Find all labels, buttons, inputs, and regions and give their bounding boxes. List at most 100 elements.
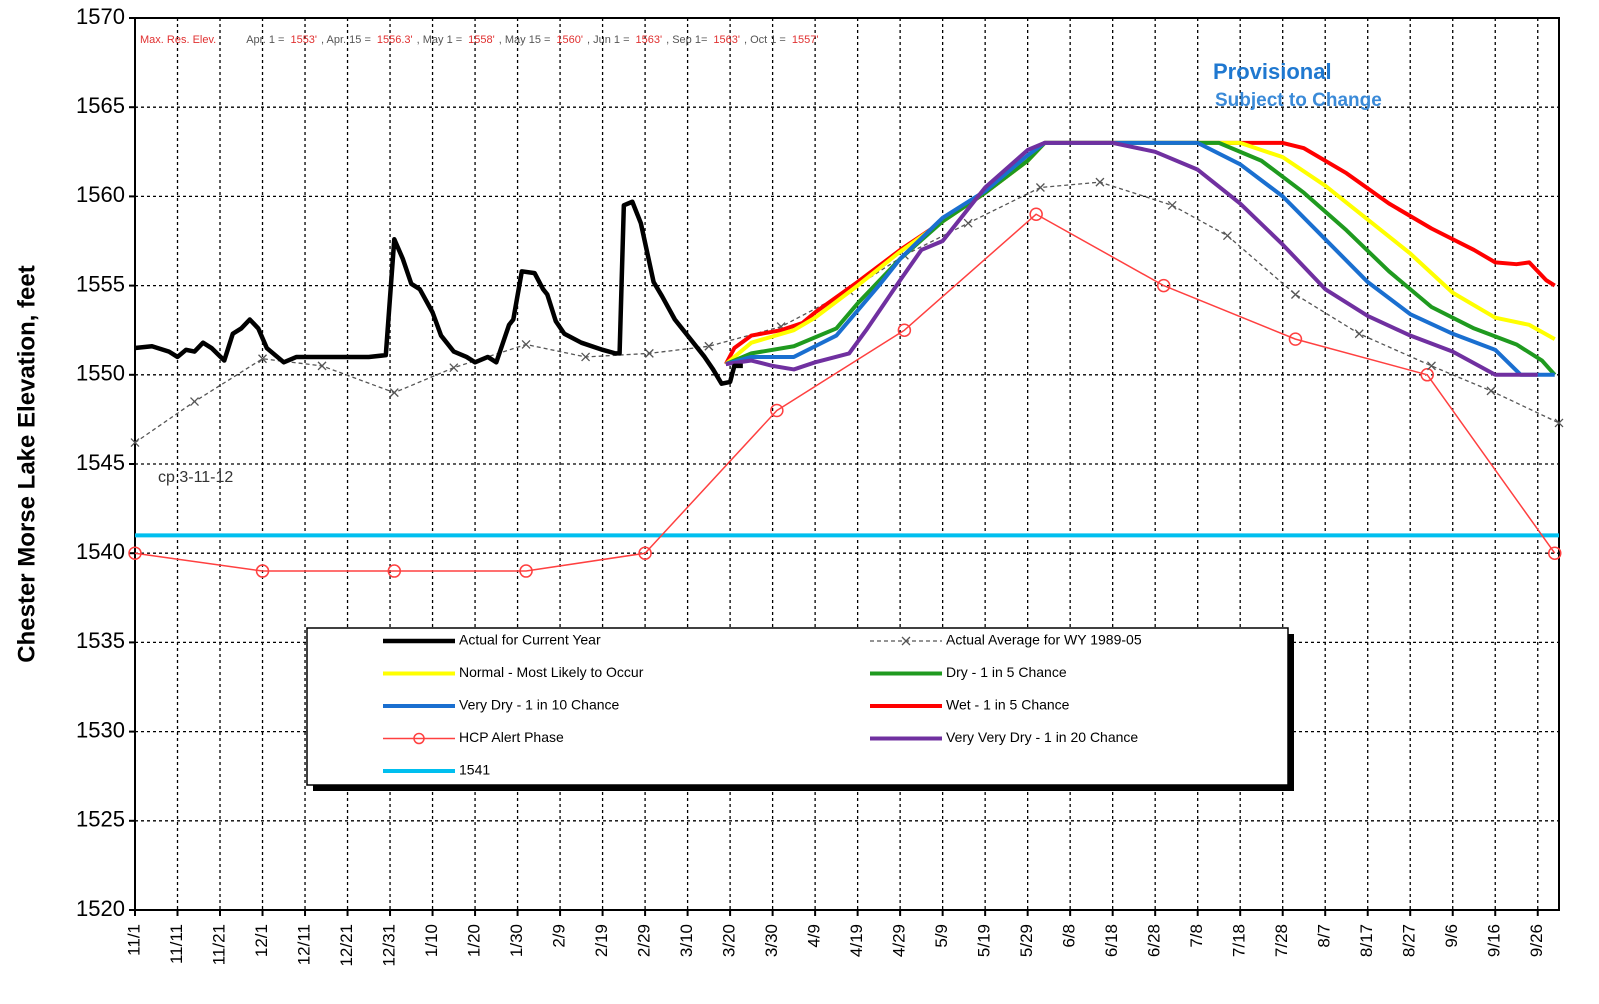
series-line (725, 140, 1538, 377)
legend (306, 627, 1289, 786)
marker (1354, 329, 1364, 339)
x-tick-label: 4/29 (890, 924, 909, 957)
y-tick-label: 1560 (76, 182, 125, 207)
header-part: 1553' (290, 34, 317, 46)
header-part: 1563' (636, 34, 663, 46)
x-tick-label: 1/10 (422, 924, 441, 957)
header-part: , May 15 = (499, 34, 551, 46)
x-tick-label: 9/26 (1527, 924, 1546, 957)
legend-label: Actual Average for WY 1989-05 (946, 632, 1142, 648)
x-tick-label: 2/29 (635, 924, 654, 957)
marker (258, 354, 267, 364)
x-tick-label: 7/28 (1272, 924, 1291, 957)
legend-label: Very Dry - 1 in 10 Chance (459, 697, 620, 713)
marker (519, 564, 533, 578)
marker (1554, 418, 1564, 428)
marker (644, 348, 654, 358)
x-tick-label: 7/8 (1187, 924, 1206, 948)
note: cp 3-11-12 (158, 469, 233, 486)
header-part: 1560' (556, 34, 583, 46)
legend-label: Normal - Most Likely to Occur (459, 664, 644, 680)
x-tick-label: 5/29 (1017, 924, 1036, 957)
legend-label: HCP Alert Phase (459, 729, 564, 745)
header-part: , Jun 1 = (587, 34, 630, 46)
series-line (134, 181, 1560, 444)
marker (1420, 368, 1434, 382)
x-tick-label: 6/8 (1060, 924, 1079, 948)
x-tick-label: 3/20 (720, 924, 739, 957)
marker (1290, 290, 1300, 299)
legend-label: Dry - 1 in 5 Chance (946, 664, 1067, 680)
header-part: 1557' (792, 34, 819, 46)
marker (1547, 546, 1562, 560)
marker (770, 403, 784, 418)
legend-label: Very Very Dry - 1 in 20 Chance (946, 729, 1138, 745)
x-tick-label: 3/10 (677, 924, 696, 957)
x-tick-label: 8/27 (1400, 924, 1419, 957)
series-line (724, 140, 1556, 366)
marker (317, 361, 327, 371)
legend-marker (901, 636, 911, 646)
x-tick-label: 9/16 (1485, 924, 1504, 957)
header-part: , Apr. 15 = (321, 34, 371, 46)
series-line (725, 140, 1555, 377)
plot-frame (134, 17, 1560, 911)
x-tick-label: 6/28 (1145, 924, 1164, 957)
y-tick-label: 1555 (76, 271, 125, 296)
marker (1029, 207, 1043, 221)
marker (521, 340, 531, 349)
marker (1156, 278, 1171, 293)
x-tick-label: 12/21 (337, 924, 356, 967)
y-axis-label: Chester Morse Lake Elevation, feet (13, 265, 40, 662)
legend-label: Wet - 1 in 5 Chance (946, 697, 1070, 713)
marker (1486, 386, 1496, 396)
marker (581, 352, 591, 362)
x-tick-label: 11/11 (167, 924, 186, 964)
x-tick-label: 2/9 (550, 924, 569, 948)
x-tick-label: 8/7 (1315, 924, 1334, 948)
marker (704, 341, 714, 351)
header-part: Max. Res. Elev. (140, 34, 216, 46)
series-line (134, 199, 743, 386)
marker (1095, 177, 1105, 187)
x-tick-label: 4/9 (805, 924, 824, 948)
x-tick-label: 4/19 (847, 924, 866, 957)
marker (387, 564, 402, 578)
marker (1288, 332, 1303, 346)
y-tick-label: 1530 (76, 717, 125, 742)
x-tick-label: 5/19 (975, 924, 994, 957)
y-tick-label: 1565 (76, 93, 125, 118)
legend-label: Actual for Current Year (459, 632, 601, 648)
y-tick-label: 1520 (76, 896, 125, 921)
marker (255, 564, 270, 578)
x-tick-label: 8/17 (1357, 924, 1376, 957)
x-tick-label: 6/18 (1102, 924, 1121, 957)
series-line (724, 140, 1556, 366)
legend-label: 1541 (459, 762, 490, 778)
x-tick-label: 11/1 (124, 924, 143, 956)
marker (128, 546, 142, 560)
header-note: Max. Res. Elev. Apr. 1 = 1553' , Apr. 15 = 1… (140, 34, 818, 46)
y-tick-label: 1545 (76, 450, 125, 475)
header-part: 1556.3' (377, 34, 413, 46)
x-tick-label: 9/6 (1442, 924, 1461, 948)
x-tick-label: 7/18 (1230, 924, 1249, 957)
y-tick-label: 1550 (76, 361, 125, 386)
marker (1222, 231, 1232, 241)
series-line (725, 140, 1557, 377)
marker (449, 363, 459, 373)
header-part: , Oct 1 = (744, 34, 786, 46)
y-tick-label: 1540 (76, 539, 125, 564)
marker (190, 397, 199, 407)
marker (638, 546, 652, 560)
x-tick-label: 1/20 (465, 924, 484, 957)
x-tick-label: 12/1 (252, 924, 271, 957)
y-tick-label: 1535 (76, 628, 125, 653)
x-tick-label: 2/19 (592, 924, 611, 957)
marker (130, 438, 140, 448)
header-part: 1558' (468, 34, 495, 46)
x-tick-label: 5/9 (932, 924, 951, 948)
marker (897, 323, 912, 337)
header-part: , Sep 1= (666, 34, 707, 46)
